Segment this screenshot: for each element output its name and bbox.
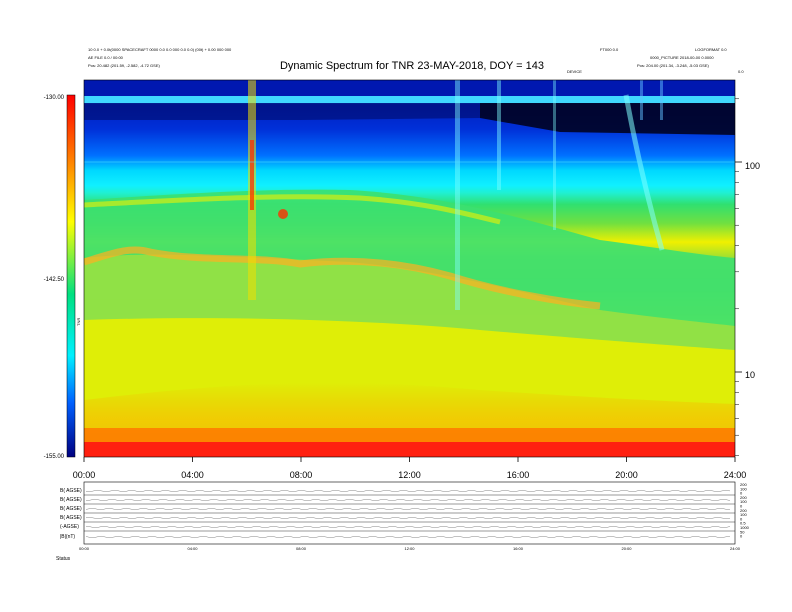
colorbar-top-label: -130.00 <box>44 95 65 101</box>
lower-panel-trace <box>85 536 731 538</box>
burst-1350 <box>455 80 460 310</box>
lower-panel-label: B( AGSE) <box>60 488 82 494</box>
x-tick-label: 20:00 <box>615 470 638 480</box>
upper-band <box>84 80 735 96</box>
lower-panel-scale: 1000 <box>740 525 750 530</box>
x-tick-label: 08:00 <box>290 470 313 480</box>
colorbar-mid-label: -142.50 <box>44 277 65 283</box>
dark-band-left <box>84 103 480 120</box>
dark-band <box>480 103 735 135</box>
lower-panel-scale: 0 <box>740 516 743 521</box>
header-right-pos: Pos: 204.00 (201.34, -3.248, -5.03 GSE) <box>637 63 709 68</box>
lower-panel-trace <box>85 508 731 510</box>
right-axis: 100 10 <box>735 98 760 456</box>
lower-panel-scale: 100 <box>740 499 747 504</box>
lower-time-tick: 24:00 <box>730 546 741 551</box>
burst-0600-core <box>250 140 254 210</box>
lower-panel-scale: 100 <box>740 486 747 491</box>
red-band <box>84 442 735 457</box>
lower-panel-label: |B|(nT) <box>60 534 75 540</box>
lower-time-tick: 20:00 <box>621 546 632 551</box>
y-minor-ticks <box>735 98 739 456</box>
lower-time-tick: 16:00 <box>513 546 524 551</box>
lower-panel-scale: 100 <box>740 512 747 517</box>
lower-panels: B( AGSE) B( AGSE) B( AGSE) B( AGSE) (-AGSE) |… <box>56 481 750 562</box>
lower-time-tick: 12:00 <box>404 546 415 551</box>
header-right-line3: 0000_PICTURE 2018-00-00 0.0000 <box>650 55 714 60</box>
lower-panel-scale: 200 <box>740 495 747 500</box>
lower-panel-label: B( AGSE) <box>60 515 82 521</box>
burst-1730 <box>553 80 556 230</box>
lower-panel-label: (-AGSE) <box>60 524 79 530</box>
header-left-pos: Pos: 20.482 (201.59, -2.582, -4.72 GSE) <box>88 63 160 68</box>
burst-2100 <box>660 80 663 120</box>
x-tick-label: 04:00 <box>181 470 204 480</box>
y-tick-100: 100 <box>745 161 760 171</box>
x-tick-label: 12:00 <box>398 470 421 480</box>
lower-time-tick: 00:00 <box>79 546 90 551</box>
y-tick-10: 10 <box>745 370 755 380</box>
lower-panel-scale: 0 <box>740 491 743 496</box>
x-axis: 00:00 04:00 08:00 12:00 16:00 20:00 24:00 <box>73 457 747 480</box>
lower-panel-scale: 200 <box>740 482 747 487</box>
lower-panel-scale: 0 <box>740 504 743 509</box>
header-left-line2: AE FILE 0.0 / 00:00 <box>88 55 124 60</box>
status-label: Status <box>56 556 71 562</box>
lower-panel-trace <box>85 517 731 519</box>
lower-time-tick: 08:00 <box>296 546 307 551</box>
lower-panel-scale: 200 <box>740 508 747 513</box>
cyan-stripe <box>84 96 735 103</box>
colorbar <box>66 94 76 458</box>
header-right-flag: 0.0 <box>738 69 744 74</box>
lower-panel-label: B( AGSE) <box>60 497 82 503</box>
burst-1530 <box>497 80 501 190</box>
x-tick-label: 00:00 <box>73 470 96 480</box>
upper-ridge <box>84 194 501 225</box>
hot-spot <box>278 209 288 219</box>
colorbar-side-label: TNR <box>76 318 81 326</box>
header-left-line1: 10 0.0 + 0.0t(0000 SPACECRAFT 0000 0.0 0… <box>88 47 232 52</box>
lower-panel-scale: 0.5 <box>740 521 746 526</box>
spectrogram <box>84 80 735 457</box>
colorbar-bottom-label: -155.00 <box>44 454 65 460</box>
orange-band <box>84 428 735 442</box>
emission-ridge <box>84 246 601 310</box>
lower-panel-trace <box>85 499 731 501</box>
lower-time-tick: 04:00 <box>187 546 198 551</box>
lower-panel-trace <box>85 490 731 492</box>
header-right-line1: FT000 0.0 <box>600 47 619 52</box>
lower-panel-label: B( AGSE) <box>60 506 82 512</box>
header-right-line2: LOGFORMAT 0.0 <box>695 47 727 52</box>
lower-panel-scale: 0 <box>740 534 743 539</box>
chart-title: Dynamic Spectrum for TNR 23-MAY-2018, DO… <box>280 60 544 72</box>
burst-2030 <box>640 80 643 120</box>
x-tick-label: 16:00 <box>507 470 530 480</box>
header-mid-label: DEVICE <box>567 69 582 74</box>
type-iii-burst <box>623 94 665 251</box>
lower-panel-scale: 50 <box>740 529 745 534</box>
lower-panel-trace <box>85 526 731 528</box>
x-tick-label: 24:00 <box>724 470 747 480</box>
